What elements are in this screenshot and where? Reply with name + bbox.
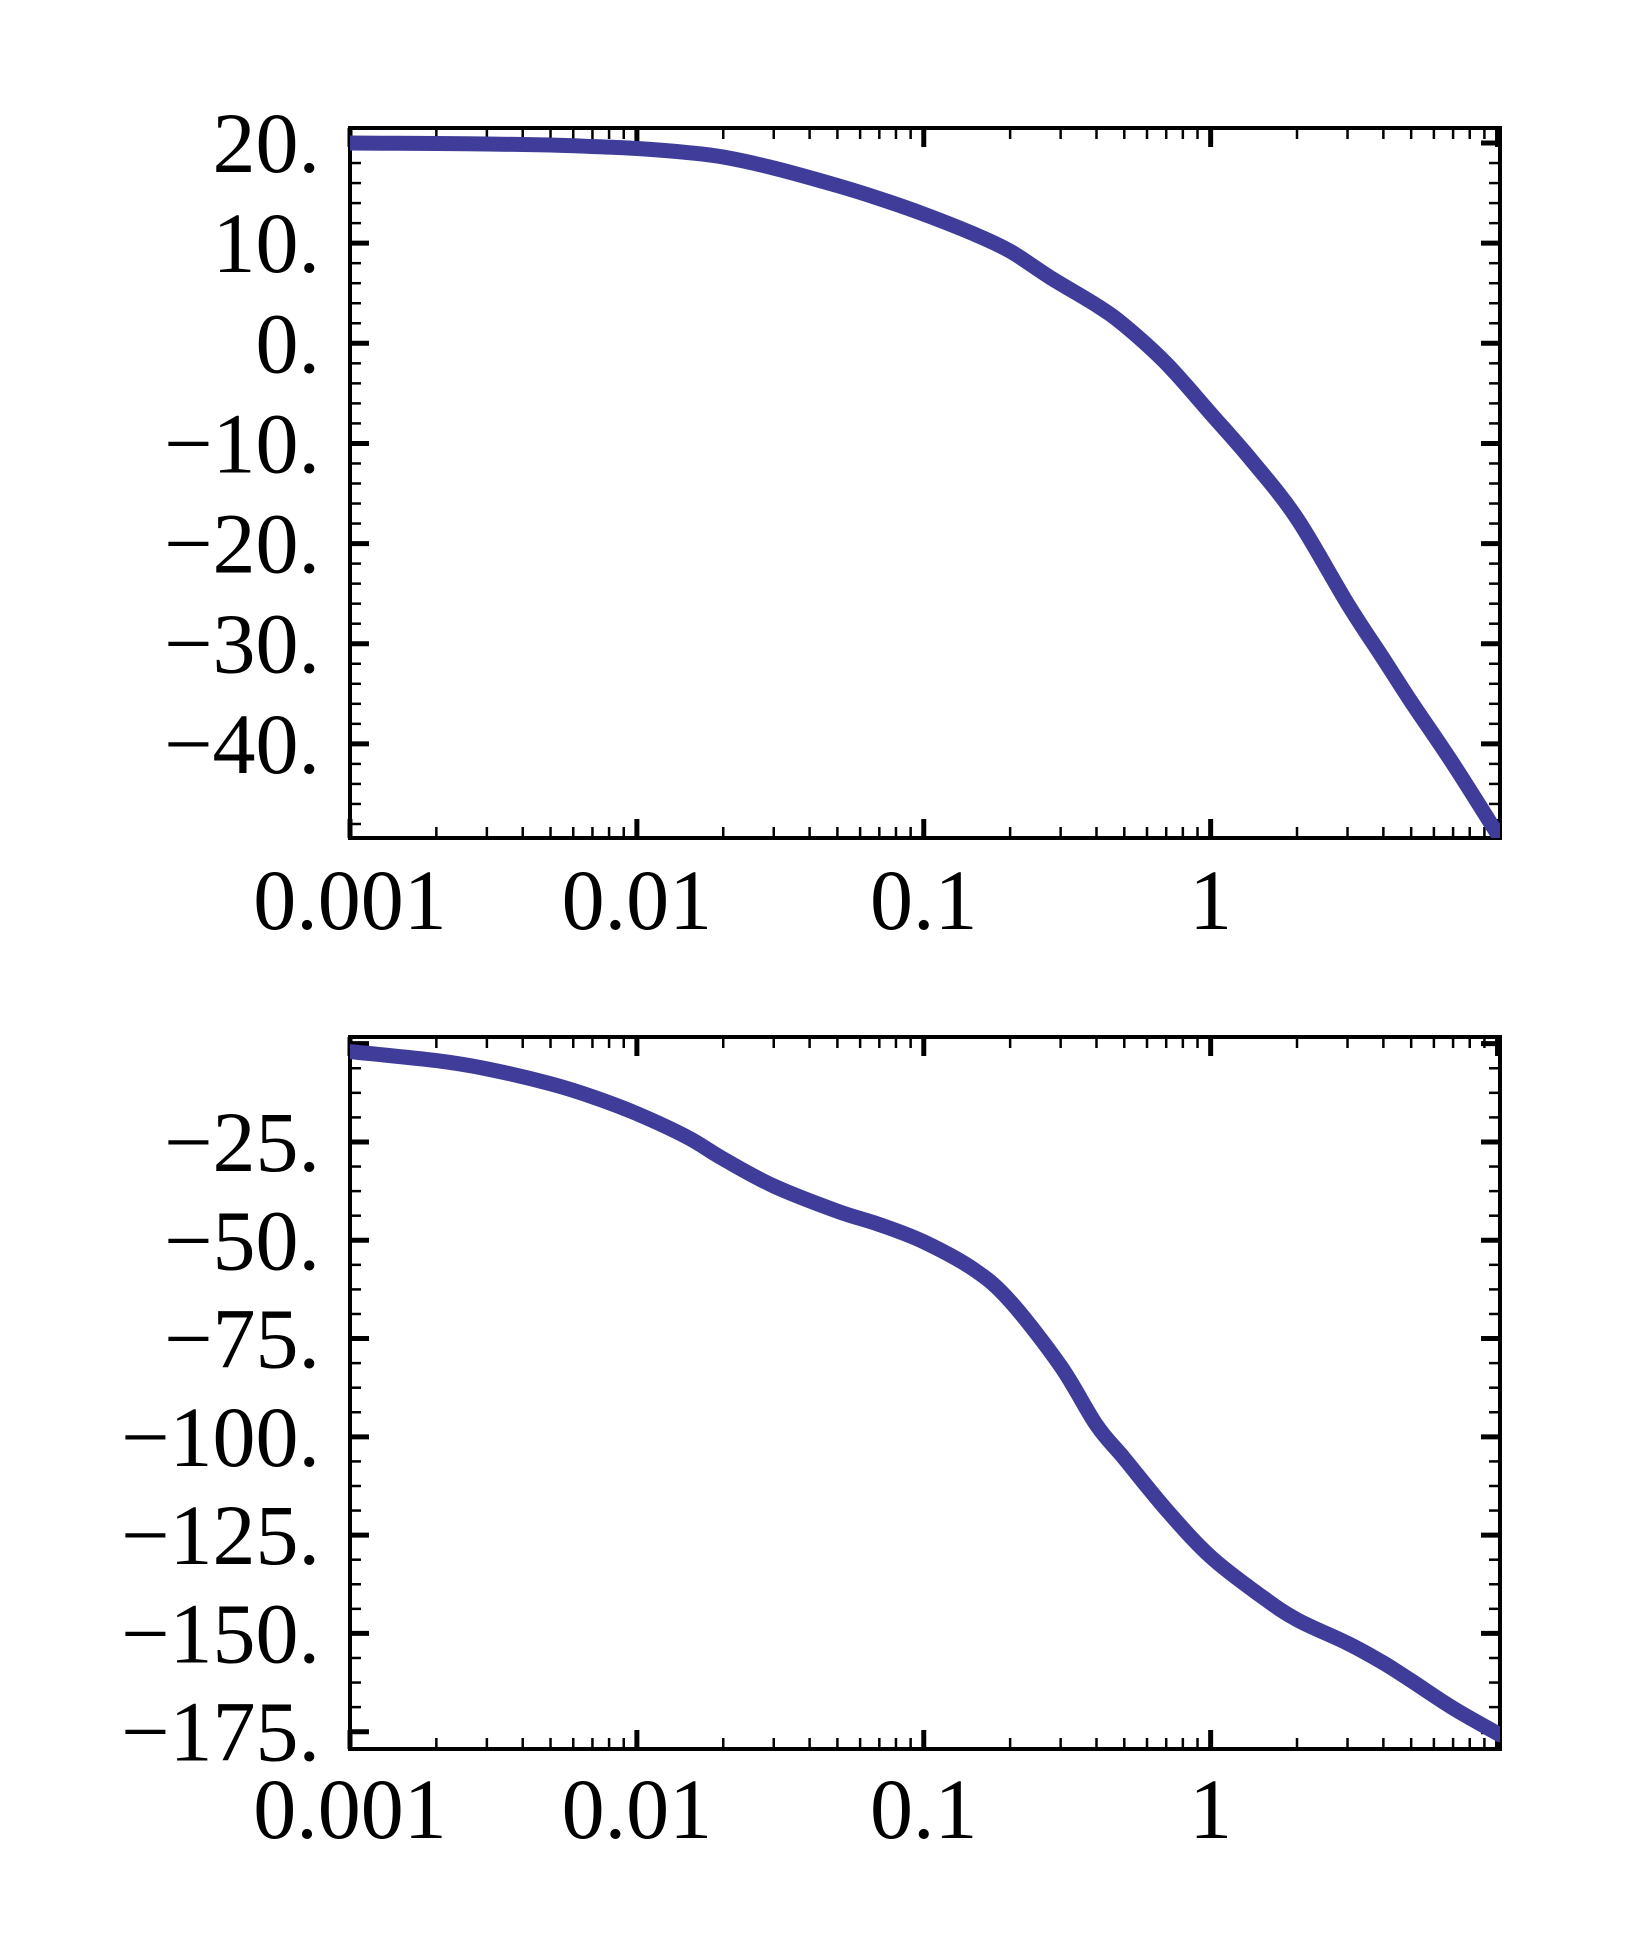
bode-phase-y-tick-label: −50. xyxy=(164,1192,320,1288)
bode-phase-y-tick-label: −75. xyxy=(164,1291,320,1387)
bode-magnitude-y-tick-label: −30. xyxy=(164,596,320,692)
bode-phase-axis-labels: 0.001 0.01 0.1 1 −25.−50.−75.−100.−125.−150.… xyxy=(121,1094,1232,1857)
bode-magnitude-plot: 0.001 0.01 0.1 1 20.10.0.−10.−20.−30.−40. xyxy=(164,95,1502,948)
bode-magnitude-y-tick-label: −20. xyxy=(164,496,320,592)
bode-magnitude-x-tick-label: 1 xyxy=(1189,852,1232,948)
bode-magnitude-y-tick-label: −10. xyxy=(164,395,320,491)
bode-magnitude-x-tick-label: 0.1 xyxy=(870,852,978,948)
bode-magnitude-axis-ticks xyxy=(347,128,1501,838)
bode-phase-x-tick-label: 0.01 xyxy=(562,1761,713,1857)
bode-phase-y-tick-label: −100. xyxy=(121,1389,320,1485)
bode-phase-y-tick-label: −175. xyxy=(121,1684,320,1780)
bode-phase-y-tick-label: −150. xyxy=(121,1585,320,1681)
bode-phase-x-tick-label: 1 xyxy=(1189,1761,1232,1857)
bode-magnitude-y-tick-label: 10. xyxy=(213,195,321,291)
bode-magnitude-x-tick-label: 0.001 xyxy=(253,852,447,948)
bode-phase-y-tick-label: −25. xyxy=(164,1094,320,1190)
bode-phase-axis-ticks xyxy=(347,1037,1501,1749)
bode-magnitude-x-tick-label: 0.01 xyxy=(562,852,713,948)
bode-magnitude-frame xyxy=(348,126,1502,840)
bode-magnitude-y-tick-label: 20. xyxy=(213,95,321,191)
bode-magnitude-y-tick-label: 0. xyxy=(256,295,321,391)
bode-phase-x-tick-label: 0.1 xyxy=(870,1761,978,1857)
bode-phase-y-tick-label: −125. xyxy=(121,1487,320,1583)
bode-magnitude-y-tick-label: −40. xyxy=(164,696,320,792)
bode-phase-x-tick-label: 0.001 xyxy=(253,1761,447,1857)
bode-phase-plot: 0.001 0.01 0.1 1 −25.−50.−75.−100.−125.−150.… xyxy=(121,1035,1502,1857)
bode-magnitude-axis-labels: 0.001 0.01 0.1 1 20.10.0.−10.−20.−30.−40. xyxy=(164,95,1232,948)
bode-phase-curve xyxy=(350,1044,1500,1743)
bode-magnitude-curve xyxy=(350,135,1500,838)
